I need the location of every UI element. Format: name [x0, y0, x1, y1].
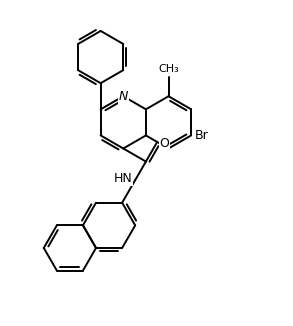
Text: O: O: [159, 137, 169, 150]
Text: HN: HN: [114, 172, 132, 185]
Text: N: N: [119, 90, 128, 103]
Text: CH₃: CH₃: [158, 64, 179, 74]
Text: Br: Br: [195, 129, 208, 142]
